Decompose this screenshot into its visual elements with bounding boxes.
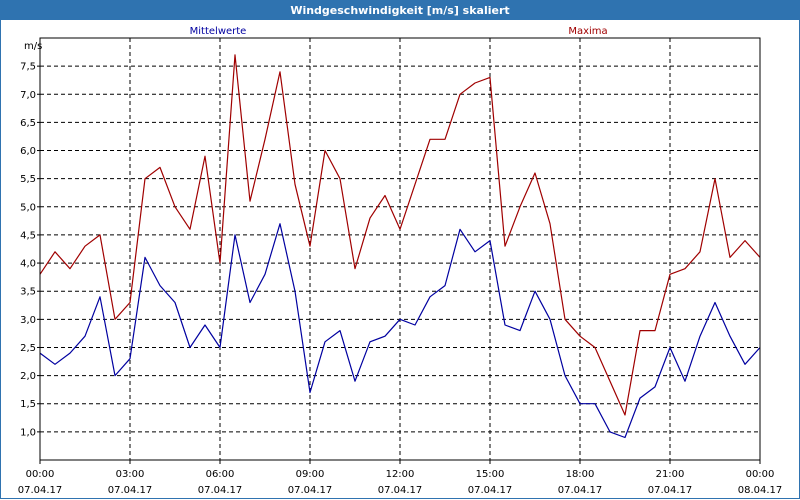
series-lines	[39, 54, 761, 439]
x-tick-date-label: 07.04.17	[468, 485, 513, 496]
x-tick-time-label: 00:00	[26, 469, 55, 480]
x-tick-time-label: 06:00	[206, 469, 235, 480]
series-line-mittelwerte	[39, 223, 761, 439]
x-tick-time-label: 18:00	[566, 469, 595, 480]
y-axis-unit-label: m/s	[24, 41, 42, 52]
series-line-maxima	[39, 54, 761, 416]
y-tick-label: 4,5	[20, 230, 36, 241]
x-tick-time-label: 12:00	[386, 469, 415, 480]
y-tick-label: 6,5	[20, 118, 36, 129]
legend-entry-maxima: Maxima	[568, 26, 607, 37]
x-tick-time-label: 21:00	[656, 469, 685, 480]
y-tick-label: 2,5	[20, 343, 36, 354]
x-tick-time-label: 09:00	[296, 469, 325, 480]
y-tick-label: 3,5	[20, 287, 36, 298]
x-tick-time-label: 15:00	[476, 469, 505, 480]
y-tick-label: 6,0	[20, 146, 36, 157]
x-tick-date-label: 07.04.17	[648, 485, 693, 496]
grid-lines	[40, 38, 760, 460]
x-tick-time-label: 00:00	[746, 469, 775, 480]
y-tick-label: 2,0	[20, 371, 36, 382]
y-tick-label: 5,0	[20, 202, 36, 213]
y-tick-label: 5,5	[20, 174, 36, 185]
x-tick-date-label: 07.04.17	[288, 485, 333, 496]
legend-entry-mittelwerte: Mittelwerte	[190, 26, 247, 37]
x-tick-time-label: 03:00	[116, 469, 145, 480]
plot-area-border	[39, 37, 761, 461]
chart-title: Windgeschwindigkeit [m/s] skaliert	[0, 0, 800, 20]
y-tick-label: 4,0	[20, 259, 36, 270]
y-axis-ticks: 1,0 1,5 2,0 2,5 3,0 3,5 4,0 4,5 5,0 5,5 6,0 6,5 7,0 7…	[20, 62, 40, 438]
legend: Mittelwerte Maxima	[190, 26, 608, 37]
x-tick-date-label: 08.04.17	[738, 485, 783, 496]
y-tick-label: 1,0	[20, 427, 36, 438]
y-tick-label: 7,5	[20, 62, 36, 73]
x-tick-date-label: 07.04.17	[108, 485, 153, 496]
y-tick-label: 3,0	[20, 315, 36, 326]
y-tick-label: 7,0	[20, 90, 36, 101]
x-axis-ticks: 00:00 07.04.17 03:00 07.04.17 06:00 07.04.17 0…	[18, 460, 783, 496]
x-tick-date-label: 07.04.17	[18, 485, 63, 496]
x-tick-date-label: 07.04.17	[198, 485, 243, 496]
y-tick-label: 1,5	[20, 399, 36, 410]
x-tick-date-label: 07.04.17	[378, 485, 423, 496]
x-tick-date-label: 07.04.17	[558, 485, 603, 496]
